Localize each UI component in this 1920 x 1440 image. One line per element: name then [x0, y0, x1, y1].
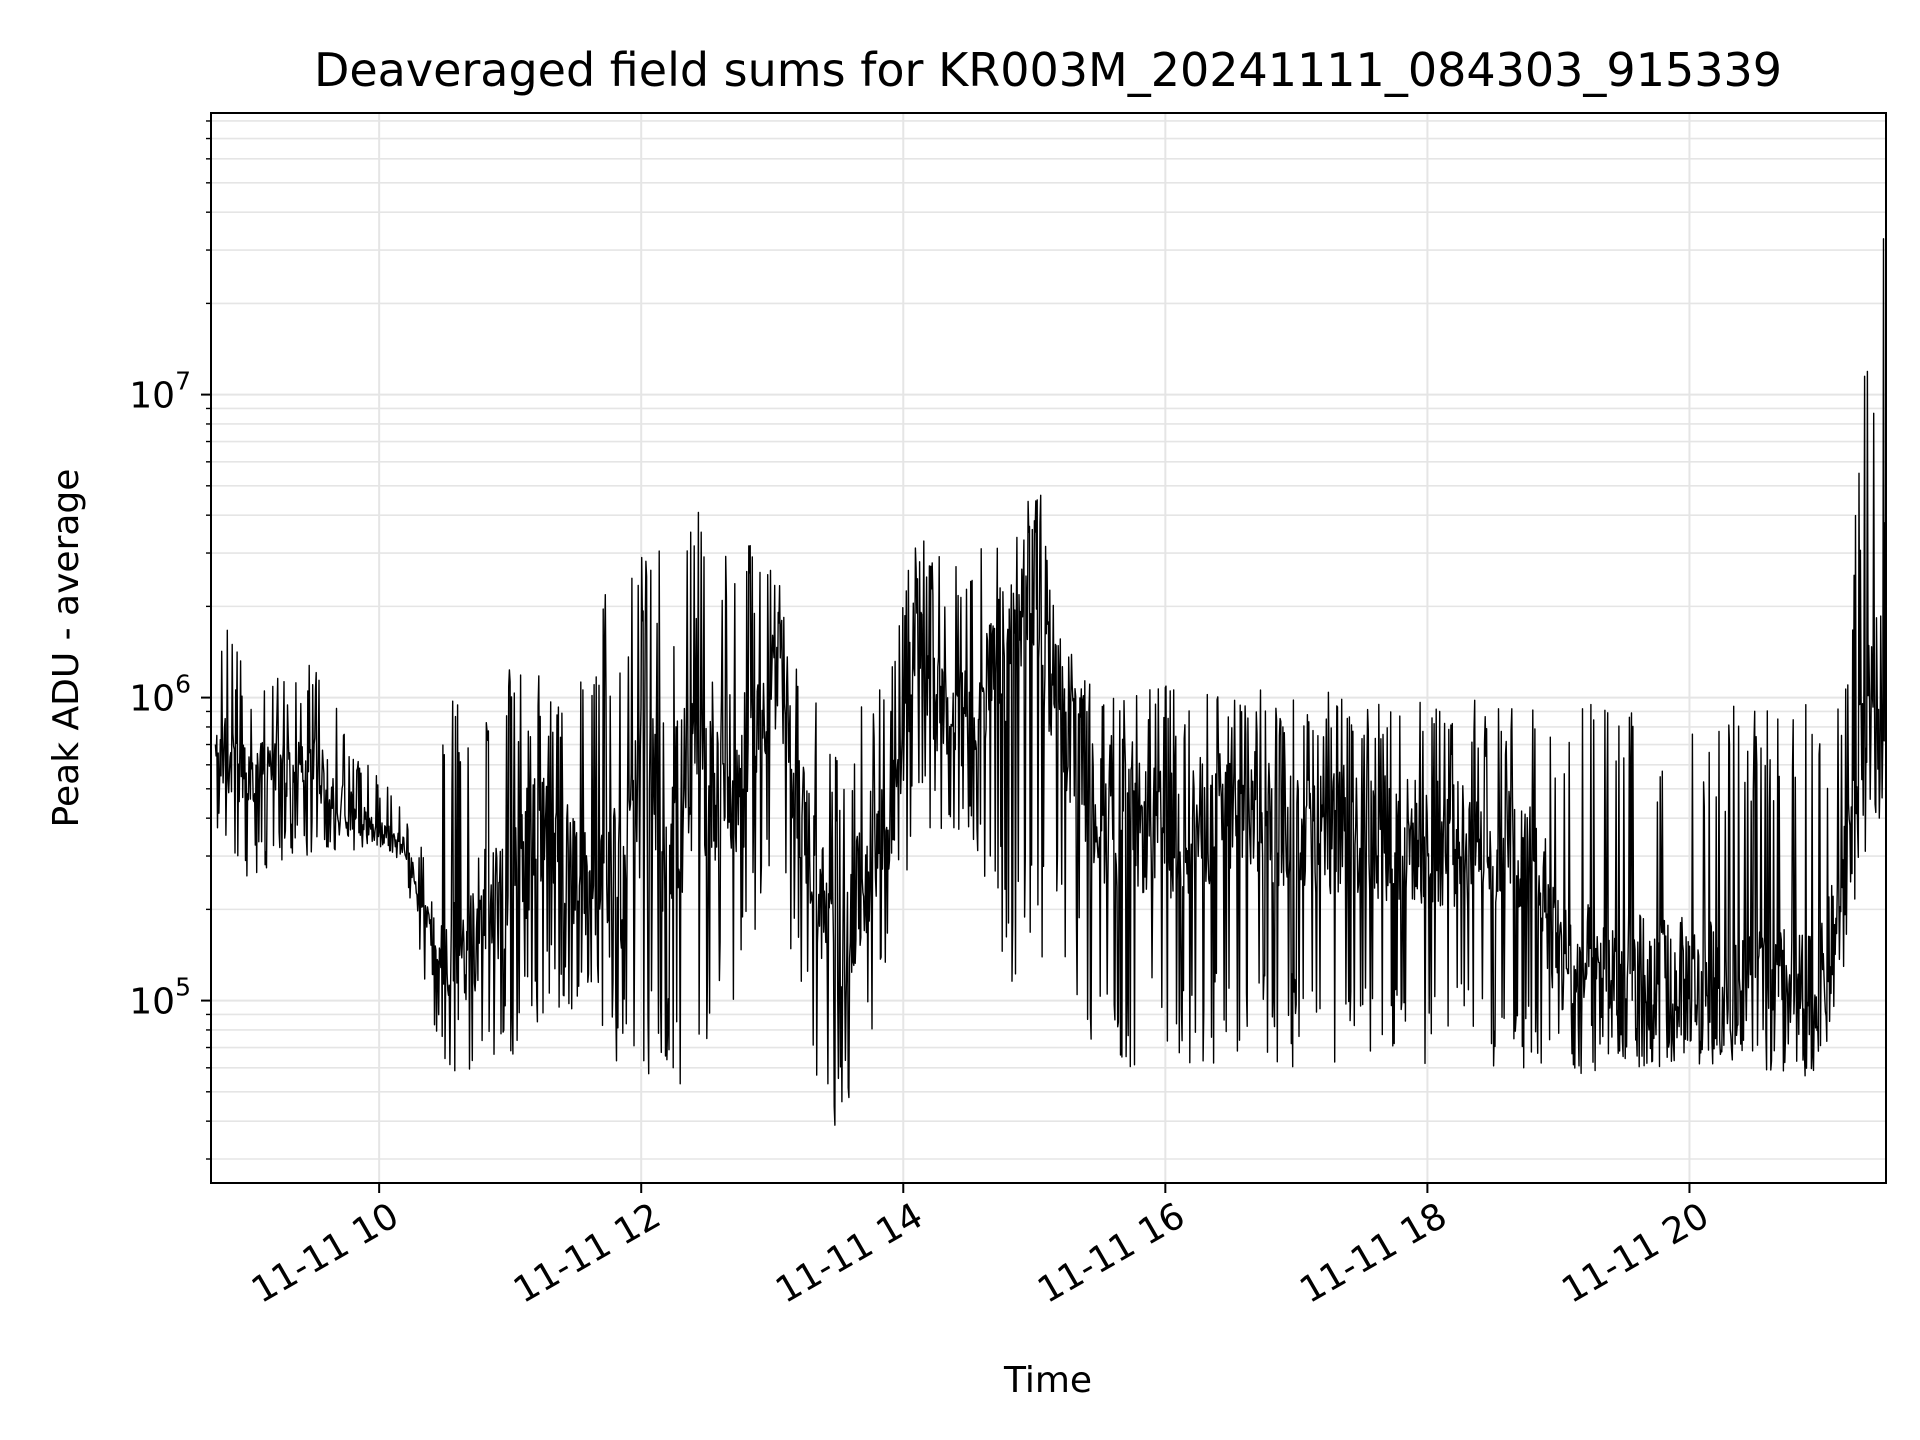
y-tick-exponent: 5: [175, 973, 191, 1002]
y-tick-base: 10: [129, 679, 175, 720]
plot-frame: [210, 112, 1887, 1184]
plot-area: [214, 238, 1886, 1126]
y-tick-label: 106: [129, 670, 191, 720]
y-tick-exponent: 6: [175, 670, 191, 699]
x-axis-label: Time: [1003, 1360, 1092, 1401]
chart-title: Deaveraged field sums for KR003M_2024111…: [314, 43, 1782, 97]
y-tick-label: 107: [129, 367, 191, 417]
y-tick-label: 105: [129, 973, 191, 1023]
y-tick-base: 10: [129, 982, 175, 1023]
y-tick-base: 10: [129, 376, 175, 417]
series-line: [214, 238, 1886, 1126]
y-axis-label: Peak ADU - average: [46, 469, 87, 828]
y-tick-exponent: 7: [175, 367, 191, 396]
